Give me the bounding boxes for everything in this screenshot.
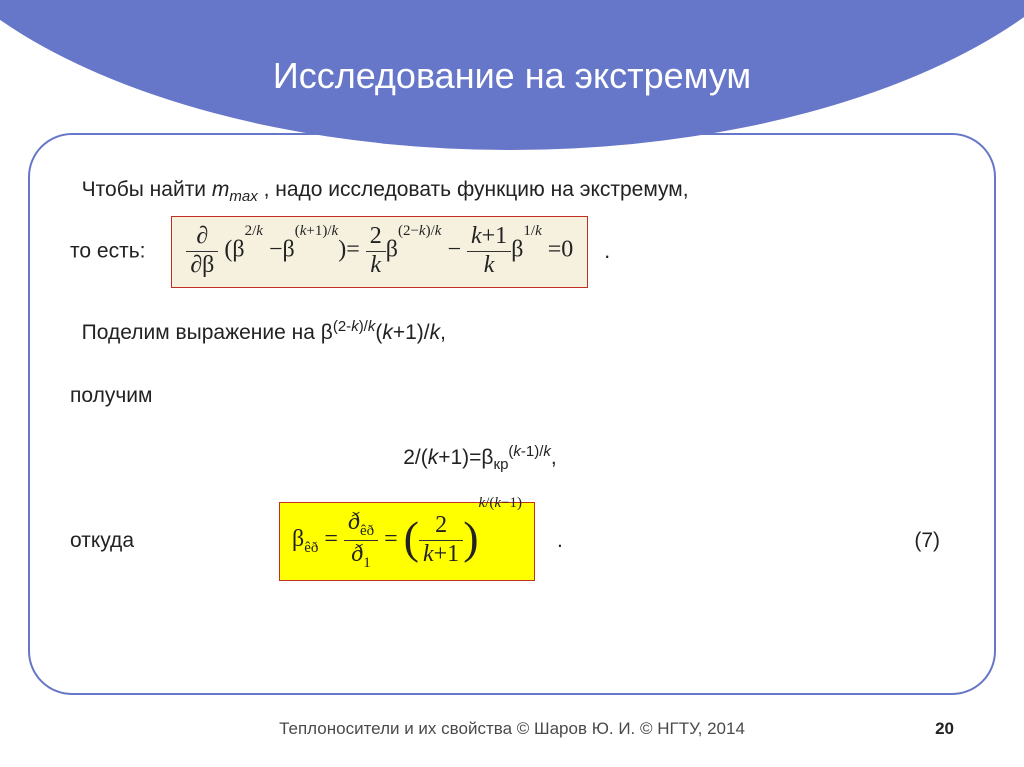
k: k [535, 223, 542, 239]
k: k [256, 223, 263, 239]
sub: 1 [363, 555, 371, 571]
k: k [543, 443, 551, 460]
eq: = [324, 526, 338, 552]
t: 1/ [523, 223, 535, 239]
t: ð [348, 509, 360, 535]
t: +1)=β [438, 446, 493, 469]
sub-max: max [229, 188, 257, 205]
t: -1)/ [521, 443, 544, 460]
num: 2 [419, 512, 463, 541]
exponent: k/(k−1) [479, 495, 522, 511]
content-area: Чтобы найти mmax , надо исследовать функ… [70, 175, 960, 581]
period: . [557, 526, 563, 556]
t: 2/( [403, 446, 428, 469]
beta: β [292, 526, 304, 552]
period: . [604, 235, 610, 267]
sup: (k+1)/k [295, 223, 338, 239]
k: k [332, 223, 339, 239]
k: k [382, 321, 393, 344]
frac-k1: k+1 k [467, 223, 511, 279]
k: k [428, 446, 439, 469]
beta: β [386, 237, 398, 263]
k: k [351, 318, 359, 335]
text: то есть: [70, 240, 145, 263]
frac-2k1: 2 k+1 [419, 512, 463, 568]
sup: (k-1)/k [508, 443, 551, 460]
paragraph-2: то есть: ∂ ∂β (β2/k −β(k+1)/k)= 2 k β(2−… [70, 216, 960, 288]
text: , надо исследовать функцию на экстремум, [258, 178, 689, 201]
t: 2/ [245, 223, 257, 239]
k: k [471, 223, 482, 249]
sup: 1/k [523, 223, 541, 239]
slide: Исследование на экстремум Чтобы найти mm… [0, 0, 1024, 767]
lparen: ( [404, 512, 419, 563]
rparen: ) [463, 512, 478, 563]
den: k+1 [419, 541, 463, 569]
sub: êð [304, 540, 318, 556]
var-m: m [212, 178, 230, 201]
footer-text: Теплоносители и их свойства © Шаров Ю. И… [0, 719, 1024, 739]
sup: (2-k)/k [333, 318, 376, 335]
den: k [366, 252, 386, 280]
sup: 2/k [245, 223, 263, 239]
k: k [368, 318, 376, 335]
minus: − [447, 237, 461, 263]
num: ∂ [186, 223, 218, 252]
beta: β [511, 237, 523, 263]
paragraph-6: откуда βêð = ðêð ð1 = ( 2 k+1 )k/(k−1) .… [70, 502, 960, 581]
den: ð1 [344, 541, 378, 572]
frac-2k: 2 k [366, 223, 386, 279]
t: +1 [482, 223, 508, 249]
paragraph-1: Чтобы найти mmax , надо исследовать функ… [70, 175, 960, 208]
formula-1-wrap: ∂ ∂β (β2/k −β(k+1)/k)= 2 k β(2−k)/k − k+… [171, 216, 588, 288]
num: 2 [366, 223, 386, 252]
t: −1) [501, 495, 522, 511]
text: Поделим выражение на β [82, 321, 333, 344]
t: (2− [398, 223, 419, 239]
t: ð [351, 541, 363, 567]
sup: (2−k)/k [398, 223, 441, 239]
equation-number: (7) [914, 526, 940, 556]
tail: =0 [548, 237, 574, 263]
text: откуда [70, 526, 134, 556]
k: k [423, 541, 434, 567]
beta: β [283, 237, 295, 263]
beta: β [232, 237, 244, 263]
num: ðêð [344, 509, 378, 541]
slide-title: Исследование на экстремум [0, 55, 1024, 97]
equation-line: 2/(k+1)=βкр(k-1)/k, [70, 443, 890, 476]
t: +1)/ [306, 223, 331, 239]
den: k [467, 252, 511, 280]
t: , [440, 321, 446, 344]
eq: = [384, 526, 398, 552]
minus: − [269, 237, 283, 263]
t: +1 [434, 541, 460, 567]
k: k [430, 321, 441, 344]
formula-1: ∂ ∂β (β2/k −β(k+1)/k)= 2 k β(2−k)/k − k+… [171, 216, 588, 288]
k: k [419, 223, 426, 239]
sub: êð [360, 523, 374, 539]
t: (2- [333, 318, 351, 335]
t: /( [485, 495, 494, 511]
t: )/ [426, 223, 435, 239]
frac-partial: ∂ ∂β [186, 223, 218, 279]
k: k [435, 223, 442, 239]
t: , [551, 446, 557, 469]
den: ∂β [186, 252, 218, 280]
num: k+1 [467, 223, 511, 252]
text: Чтобы найти [82, 178, 212, 201]
k: k [513, 443, 521, 460]
sub: кр [494, 456, 509, 473]
t: )/ [359, 318, 368, 335]
paragraph-3: Поделим выражение на β(2-k)/k(k+1)/k, [70, 318, 960, 348]
formula-2: βêð = ðêð ð1 = ( 2 k+1 )k/(k−1) [279, 502, 535, 581]
eq: = [346, 237, 360, 263]
page-number: 20 [935, 719, 954, 739]
rparen: ) [338, 237, 346, 263]
paragraph-4: получим [70, 381, 960, 411]
frac-p: ðêð ð1 [344, 509, 378, 572]
t: +1)/ [393, 321, 430, 344]
